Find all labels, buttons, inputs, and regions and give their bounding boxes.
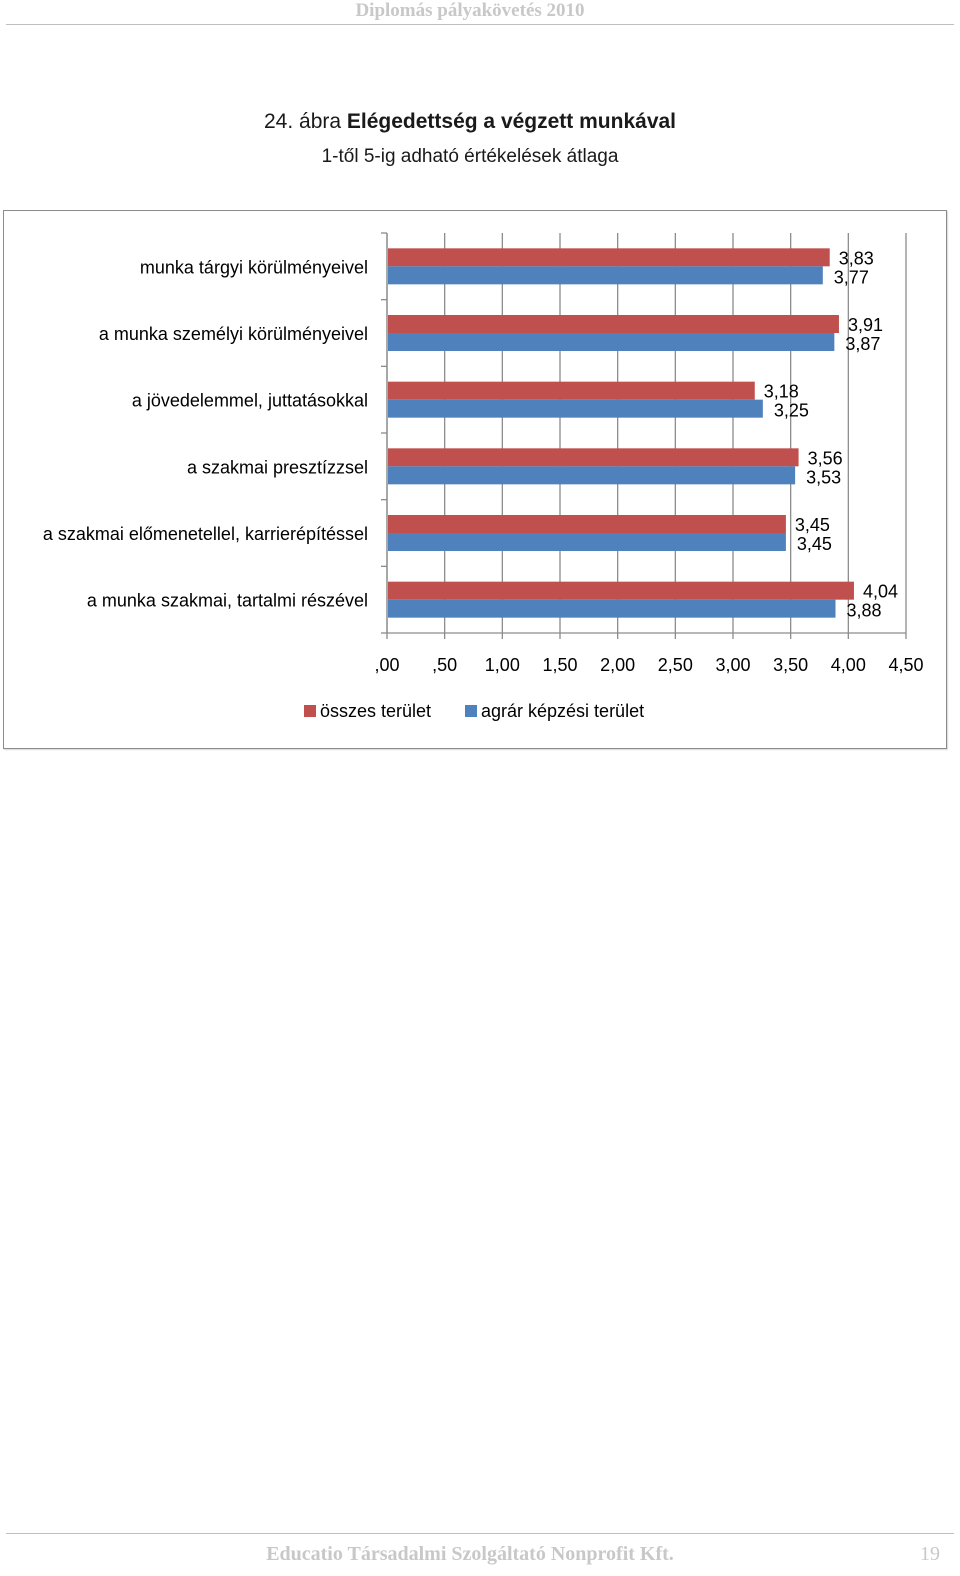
running-header: Diplomás pályakövetés 2010 [355,0,585,21]
legend-label: összes terület [320,701,431,721]
legend-label: agrár képzési terület [481,701,644,721]
category-label: a munka szakmai, tartalmi részével [87,591,368,611]
data-label: 3,45 [795,515,830,535]
x-tick-label: 3,00 [715,655,750,675]
bar [388,333,835,351]
footer-divider [6,1533,954,1534]
category-label: munka tárgyi körülményeivel [140,257,368,277]
x-tick-label: 1,50 [542,655,577,675]
x-tick-label: 3,50 [773,655,808,675]
category-label: a munka személyi körülményeivel [99,324,368,344]
bar [388,266,823,285]
bar-chart: ,00 ,50 1,00 1,50 2,00 2,50 3,00 3,50 4,00 4,50 mu… [43,232,924,721]
bar [388,248,830,267]
bar [388,381,755,400]
x-tick-label: 1,00 [485,655,520,675]
x-tick-label: 4,50 [888,655,923,675]
data-label: 3,53 [806,467,841,487]
header-divider [6,24,954,25]
data-label: 3,87 [845,334,880,354]
bar [388,599,836,618]
footer-publisher: Educatio Társadalmi Szolgáltató Nonprofi… [266,1543,674,1565]
bar [388,448,799,467]
x-tick-label: ,50 [432,655,457,675]
figure-title-text: Elégedettség a végzett munkával [346,110,677,133]
x-tick-label: ,00 [374,655,399,675]
bar [388,399,763,418]
data-label: 3,25 [774,401,809,421]
data-label: 3,83 [839,248,874,268]
category-label: a jövedelemmel, juttatásokkal [132,391,368,411]
category-label: a szakmai presztízzsel [187,457,368,477]
figure-title: 24. ábra Elégedettség a végzett munkával [0,110,940,134]
figure-subtitle: 1-től 5-ig adható értékelések átlaga [321,146,619,167]
bar [388,466,796,485]
figure-number: 24. ábra [263,110,342,133]
legend-swatch [304,705,316,717]
x-tick-label: 4,00 [831,655,866,675]
data-label: 3,56 [808,448,843,468]
data-label: 3,18 [764,382,799,402]
data-label: 4,04 [863,582,898,602]
bar [388,581,854,600]
chart-area: ,00 ,50 1,00 1,50 2,00 2,50 3,00 3,50 4,00 4,50 mu… [3,210,947,749]
x-tick-label: 2,50 [658,655,693,675]
data-label: 3,45 [797,534,832,554]
bar [388,533,786,551]
category-label: a szakmai előmenetellel, karrierépítésse… [43,524,368,544]
data-label: 3,91 [848,315,883,335]
page-number: 19 [920,1543,940,1565]
legend-swatch [465,705,477,717]
bar [388,515,786,533]
data-label: 3,88 [846,601,881,621]
bar [388,315,839,333]
x-tick-label: 2,00 [600,655,635,675]
data-label: 3,77 [834,267,869,287]
